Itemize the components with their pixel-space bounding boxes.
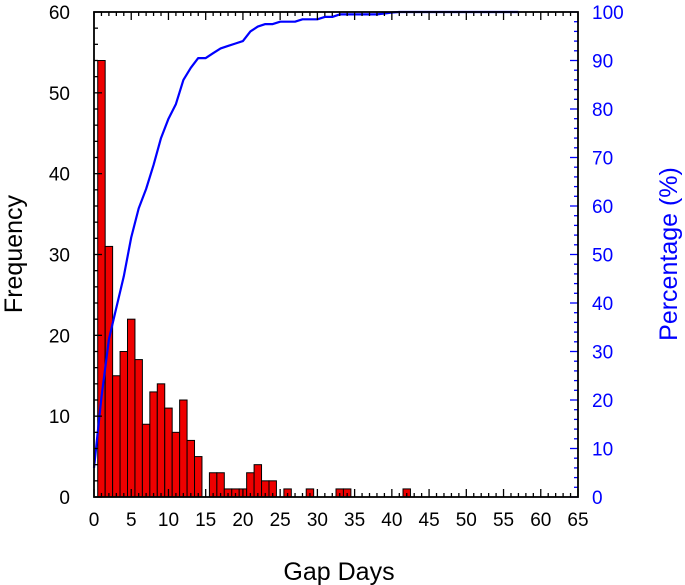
- histogram-bar: [119, 351, 129, 498]
- histogram-bar: [156, 383, 166, 498]
- histogram-bar: [149, 391, 158, 498]
- histogram-bar: [112, 375, 121, 498]
- x-tick-label: 5: [126, 510, 137, 531]
- y-tick-label: 60: [49, 3, 70, 24]
- histogram-bar: [141, 423, 151, 498]
- x-tick-label: 60: [530, 510, 551, 531]
- x-tick-label: 50: [456, 510, 477, 531]
- histogram-bar: [194, 456, 203, 498]
- x-tick-label: 15: [195, 510, 216, 531]
- x-tick-label: 20: [232, 510, 253, 531]
- histogram-bar: [253, 464, 263, 498]
- histogram-bar: [104, 245, 114, 498]
- x-tick-label: 0: [89, 510, 100, 531]
- y2-tick-label: 50: [592, 246, 613, 267]
- y2-tick-label: 70: [592, 149, 613, 170]
- y2-tick-label: 100: [592, 3, 624, 24]
- y-tick-label: 50: [49, 84, 70, 105]
- y2-tick-label: 90: [592, 52, 613, 73]
- y2-tick-label: 80: [592, 100, 613, 121]
- histogram-bar: [134, 359, 143, 498]
- y2-axis-title: Percentage (%): [655, 167, 683, 341]
- y-tick-label: 0: [59, 488, 70, 509]
- y-tick-label: 30: [49, 246, 70, 267]
- x-tick-label: 25: [270, 510, 291, 531]
- y2-tick-label: 10: [592, 440, 613, 461]
- x-tick-label: 55: [493, 510, 514, 531]
- x-tick-label: 45: [419, 510, 440, 531]
- y-tick-label: 40: [49, 165, 70, 186]
- plot-frame: [93, 11, 579, 498]
- x-tick-label: 30: [307, 510, 328, 531]
- x-tick-label: 35: [344, 510, 365, 531]
- histogram-bar: [186, 439, 196, 498]
- y2-tick-label: 60: [592, 197, 613, 218]
- x-tick-label: 40: [381, 510, 402, 531]
- x-tick-label: 65: [567, 510, 588, 531]
- tick-labels: 0 5 10 15 20 25 30 35 40 45 50 55 60 6501020304050600…: [49, 3, 624, 531]
- histogram-bar: [171, 431, 181, 498]
- histogram-bar: [179, 399, 188, 498]
- y2-tick-label: 40: [592, 294, 613, 315]
- y-tick-label: 10: [49, 407, 70, 428]
- histogram-bar: [164, 407, 173, 498]
- histogram-bar: [127, 318, 136, 498]
- y2-tick-label: 0: [592, 488, 603, 509]
- x-tick-label: 10: [158, 510, 179, 531]
- y2-tick-label: 20: [592, 391, 613, 412]
- y-tick-label: 20: [49, 326, 70, 347]
- frequency-bars: [97, 60, 411, 498]
- y-axis-title: Frequency: [0, 194, 28, 313]
- x-axis-title: Gap Days: [283, 558, 394, 585]
- y2-tick-label: 30: [592, 343, 613, 364]
